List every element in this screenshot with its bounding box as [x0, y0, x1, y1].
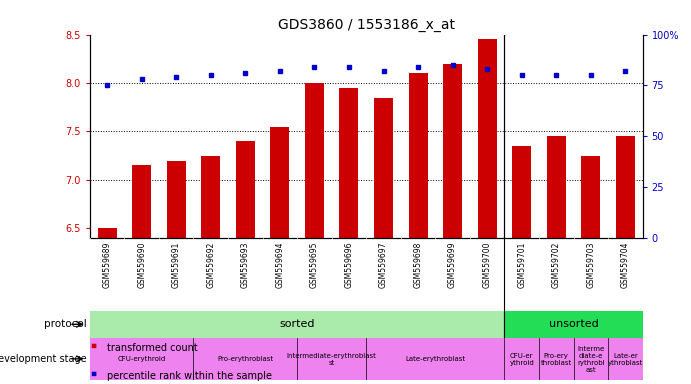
Text: GSM559689: GSM559689 [102, 242, 112, 288]
Bar [90, 311, 504, 338]
Bar [477, 40, 497, 238]
Title: GDS3860 / 1553186_x_at: GDS3860 / 1553186_x_at [278, 18, 455, 32]
Bar [443, 64, 462, 238]
Text: transformed count: transformed count [107, 343, 198, 353]
Text: GSM559702: GSM559702 [551, 242, 561, 288]
Bar [512, 146, 531, 238]
Text: GSM559700: GSM559700 [482, 242, 492, 288]
Bar [270, 127, 290, 238]
Text: GSM559693: GSM559693 [240, 242, 250, 288]
Text: Pro-ery
throblast: Pro-ery throblast [540, 353, 572, 366]
Bar [339, 88, 359, 238]
Text: percentile rank within the sample: percentile rank within the sample [107, 371, 272, 381]
Bar [547, 136, 566, 238]
Bar [236, 141, 255, 238]
Text: sorted: sorted [279, 319, 315, 329]
Bar [374, 98, 393, 238]
Bar [167, 161, 186, 238]
Text: Late-er
ythroblast: Late-er ythroblast [607, 353, 643, 366]
Text: GSM559704: GSM559704 [621, 242, 630, 288]
Text: GSM559703: GSM559703 [586, 242, 596, 288]
Text: ◾: ◾ [90, 341, 96, 349]
Bar [305, 83, 324, 238]
Text: GSM559698: GSM559698 [413, 242, 423, 288]
Text: development stage: development stage [0, 354, 86, 364]
Text: GSM559701: GSM559701 [517, 242, 527, 288]
Text: CFU-er
ythroid: CFU-er ythroid [509, 353, 534, 366]
Text: GSM559691: GSM559691 [171, 242, 181, 288]
Text: Pro-erythroblast: Pro-erythroblast [217, 356, 274, 362]
Bar [201, 156, 220, 238]
Bar [581, 156, 600, 238]
Text: GSM559692: GSM559692 [206, 242, 216, 288]
Text: GSM559696: GSM559696 [344, 242, 354, 288]
Text: Late-erythroblast: Late-erythroblast [405, 356, 466, 362]
Bar [408, 73, 428, 238]
Bar [97, 228, 117, 238]
Text: CFU-erythroid: CFU-erythroid [117, 356, 166, 362]
Text: protocol: protocol [44, 319, 86, 329]
Text: GSM559695: GSM559695 [310, 242, 319, 288]
Text: Intermediate-erythroblast
st: Intermediate-erythroblast st [287, 353, 377, 366]
Text: GSM559699: GSM559699 [448, 242, 457, 288]
Bar [132, 166, 151, 238]
Bar [504, 311, 643, 338]
Bar [616, 136, 635, 238]
Text: unsorted: unsorted [549, 319, 598, 329]
Text: Interme
diate-e
rythrobl
ast: Interme diate-e rythrobl ast [577, 346, 605, 372]
Text: GSM559697: GSM559697 [379, 242, 388, 288]
Text: GSM559690: GSM559690 [137, 242, 146, 288]
Text: ◾: ◾ [90, 369, 96, 378]
Text: GSM559694: GSM559694 [275, 242, 285, 288]
